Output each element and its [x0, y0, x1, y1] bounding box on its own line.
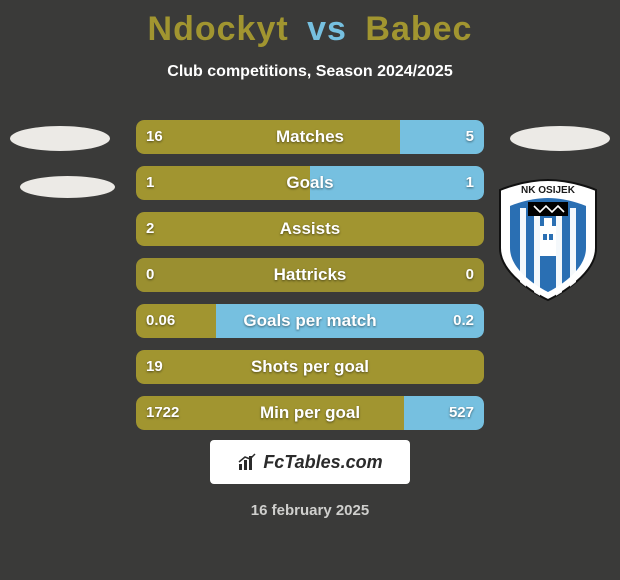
- vs-label: vs: [307, 10, 347, 48]
- brand-badge: FcTables.com: [210, 440, 410, 484]
- shield-icon: NK OSIJEK: [498, 178, 598, 302]
- stat-label: Min per goal: [136, 396, 484, 430]
- subtitle: Club competitions, Season 2024/2025: [0, 63, 620, 81]
- stat-row-matches: 165Matches: [136, 120, 484, 154]
- comparison-bars: 165Matches 11Goals 20Assists 00Hattricks 0.0…: [136, 120, 484, 442]
- comparison-card: Ndockyt vs Babec Club competitions, Seas…: [0, 0, 620, 580]
- stat-label: Matches: [136, 120, 484, 154]
- stat-row-goals-per-match: 0.060.2Goals per match: [136, 304, 484, 338]
- stat-row-shots-per-goal: 190Shots per goal: [136, 350, 484, 384]
- stat-row-goals: 11Goals: [136, 166, 484, 200]
- brand-text: FcTables.com: [263, 452, 382, 473]
- stat-label: Goals: [136, 166, 484, 200]
- stat-row-assists: 20Assists: [136, 212, 484, 246]
- stat-label: Shots per goal: [136, 350, 484, 384]
- right-club-placeholder: [510, 126, 610, 151]
- club-name-text: NK OSIJEK: [521, 185, 576, 196]
- player2-name: Babec: [365, 10, 472, 48]
- player1-name: Ndockyt: [148, 10, 289, 48]
- footer-date: 16 february 2025: [0, 502, 620, 519]
- page-title: Ndockyt vs Babec: [0, 0, 620, 49]
- stat-label: Assists: [136, 212, 484, 246]
- stat-label: Goals per match: [136, 304, 484, 338]
- left-club-placeholder-2: [20, 176, 115, 198]
- stat-row-hattricks: 00Hattricks: [136, 258, 484, 292]
- stat-row-min-per-goal: 1722527Min per goal: [136, 396, 484, 430]
- club-badge-osijek: NK OSIJEK: [498, 178, 598, 302]
- chart-icon: [237, 452, 257, 472]
- stat-label: Hattricks: [136, 258, 484, 292]
- left-club-placeholder-1: [10, 126, 110, 151]
